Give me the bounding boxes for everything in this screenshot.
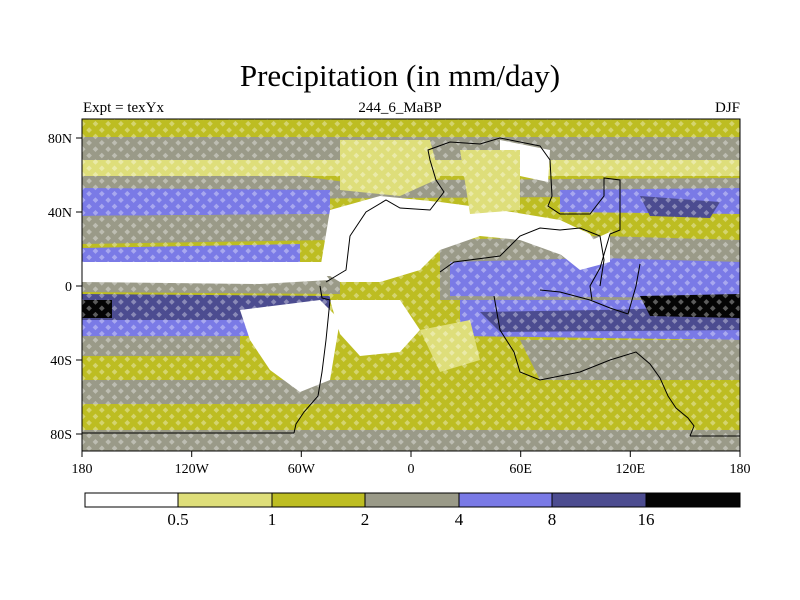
x-tick-label: 60W <box>288 462 316 477</box>
colorbar: 0.5 1 2 4 8 16 <box>84 492 741 529</box>
x-tick-label: 180 <box>72 462 93 477</box>
colorbar-segment <box>458 492 553 508</box>
y-tick-label: 80S <box>50 428 72 443</box>
x-tick-label: 120W <box>175 462 210 477</box>
north-continent-coast <box>325 137 621 301</box>
x-tick-label: 120E <box>616 462 646 477</box>
colorbar-segment <box>364 492 460 508</box>
x-tick-label: 180 <box>730 462 751 477</box>
coastlines <box>82 137 740 437</box>
y-tick-labels: 80N 40N 0 40S 80S <box>48 132 72 443</box>
y-tick-label: 40S <box>50 354 72 369</box>
west-continent-coast <box>293 285 331 434</box>
x-tick-labels: 180 120W 60W 0 60E 120E 180 <box>72 462 751 477</box>
season-label: DJF <box>714 100 740 116</box>
colorbar-label: 2 <box>361 510 370 529</box>
precipitation-field <box>82 119 740 451</box>
east-continent-coast <box>539 263 641 315</box>
y-tick-label: 40N <box>48 206 72 221</box>
x-tick-label: 60E <box>509 462 532 477</box>
y-tick-label: 80N <box>48 132 72 147</box>
experiment-label: Expt = texYx <box>83 100 164 116</box>
hatch-overlay <box>82 119 740 451</box>
central-continent-coast <box>439 227 605 287</box>
colorbar-label: 1 <box>268 510 277 529</box>
y-tick-label: 0 <box>65 280 72 295</box>
colorbar-label: 8 <box>548 510 557 529</box>
colorbar-segment <box>271 492 366 508</box>
colorbar-label: 0.5 <box>167 510 188 529</box>
x-tick-label: 0 <box>408 462 415 477</box>
south-continent-coast <box>493 295 695 437</box>
axis-ticks <box>76 137 741 457</box>
colorbar-segment <box>645 492 741 508</box>
colorbar-segment <box>551 492 647 508</box>
colorbar-segment <box>84 492 179 508</box>
colorbar-label: 16 <box>638 510 655 529</box>
map-title: Precipitation (in mm/day) <box>239 58 561 93</box>
colorbar-segment <box>177 492 273 508</box>
colorbar-label: 4 <box>455 510 464 529</box>
run-label: 244_6_MaBP <box>358 100 442 116</box>
